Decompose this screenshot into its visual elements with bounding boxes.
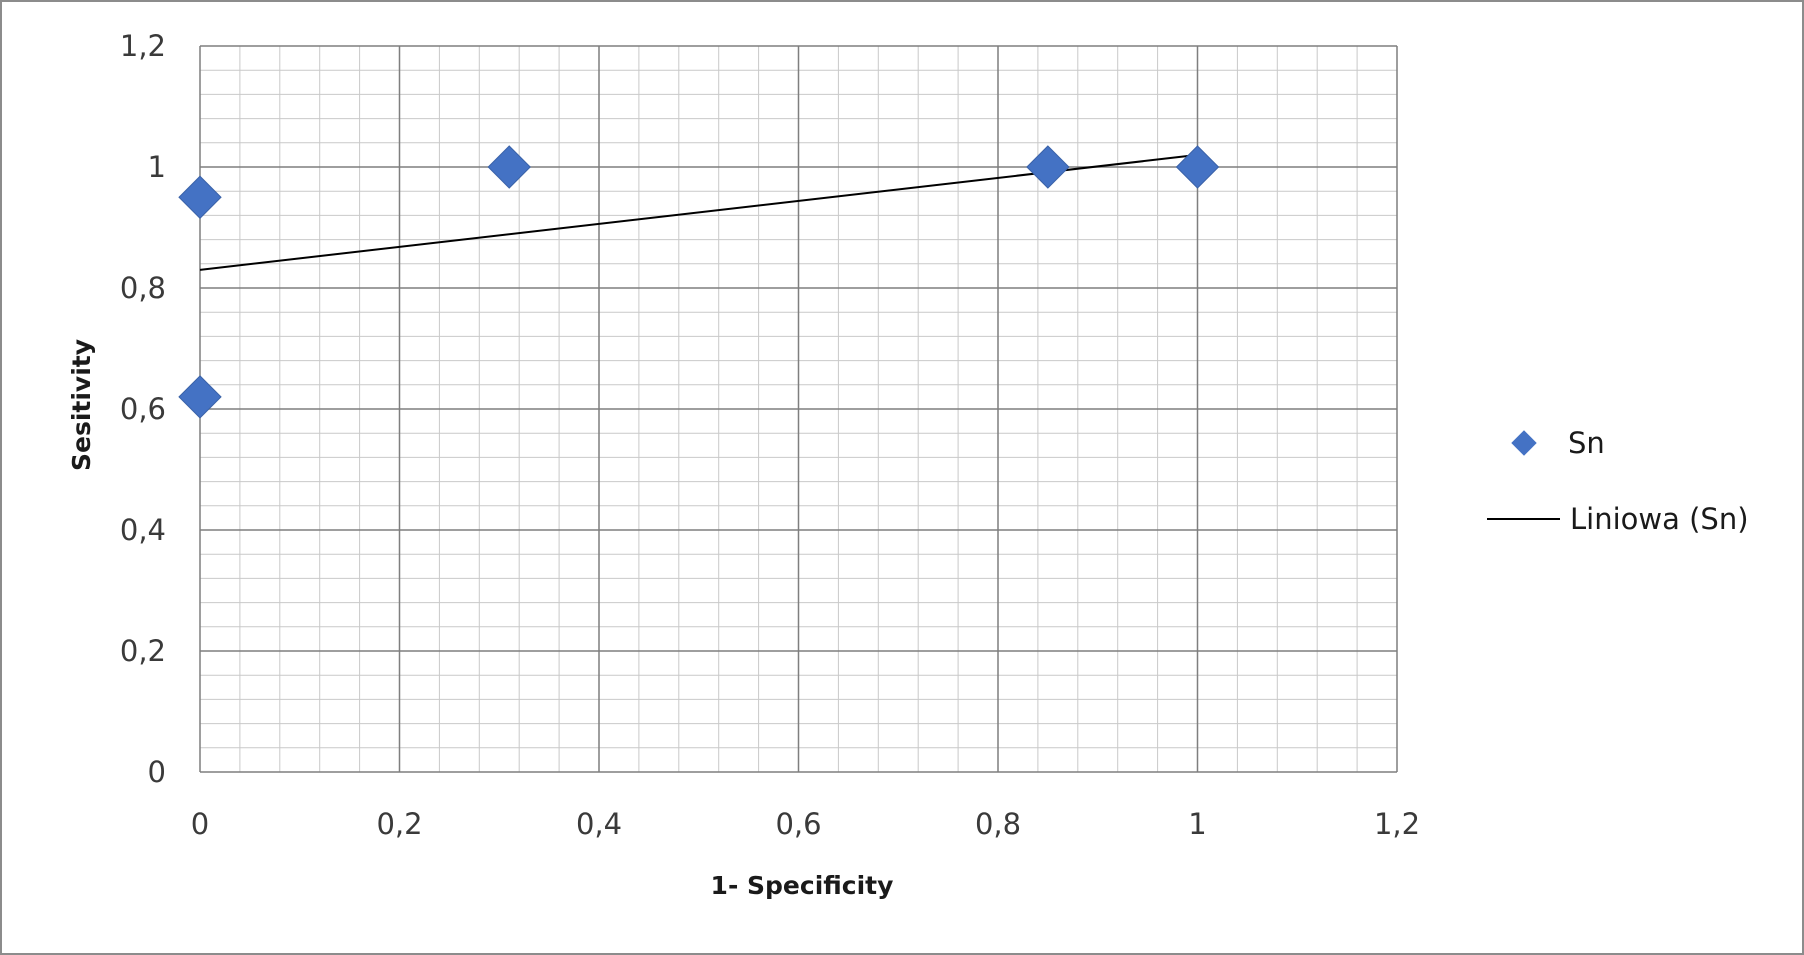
trendline <box>199 153 1198 271</box>
y-tick-label: 1 <box>148 150 166 184</box>
y-tick-label: 1,2 <box>120 29 166 63</box>
legend: Sn Liniowa (Sn) <box>1487 426 1749 536</box>
legend-marker-sn <box>1511 430 1537 456</box>
points-layer <box>178 145 1220 419</box>
y-tick-label: 0,8 <box>120 271 166 305</box>
y-tick-labels: 0 0,2 0,4 0,6 0,8 1 1,2 <box>120 29 166 789</box>
x-axis-title: 1- Specificity <box>711 871 894 900</box>
x-tick-label: 0,4 <box>576 807 622 841</box>
data-point <box>487 145 531 189</box>
legend-label-trendline: Liniowa (Sn) <box>1570 502 1749 536</box>
x-tick-labels: 0 0,2 0,4 0,6 0,8 1 1,2 <box>191 807 1420 841</box>
x-tick-label: 0,6 <box>775 807 821 841</box>
data-point <box>1026 145 1070 189</box>
x-tick-label: 0,8 <box>975 807 1021 841</box>
legend-item-sn: Sn <box>1511 426 1605 460</box>
data-point <box>178 375 222 419</box>
y-tick-label: 0,2 <box>120 634 166 668</box>
trendline-layer <box>199 153 1198 271</box>
y-tick-label: 0,6 <box>120 392 166 426</box>
x-tick-label: 0 <box>191 807 209 841</box>
y-tick-label: 0,4 <box>120 513 166 547</box>
data-point <box>1175 145 1220 189</box>
x-tick-label: 1,2 <box>1374 807 1420 841</box>
legend-label-sn: Sn <box>1568 426 1605 460</box>
x-tick-label: 0,2 <box>376 807 422 841</box>
x-tick-label: 1 <box>1188 807 1206 841</box>
y-axis-title: Sesitivity <box>67 339 96 471</box>
legend-item-trendline: Liniowa (Sn) <box>1487 502 1749 536</box>
y-tick-label: 0 <box>148 755 166 789</box>
data-point <box>178 175 222 219</box>
